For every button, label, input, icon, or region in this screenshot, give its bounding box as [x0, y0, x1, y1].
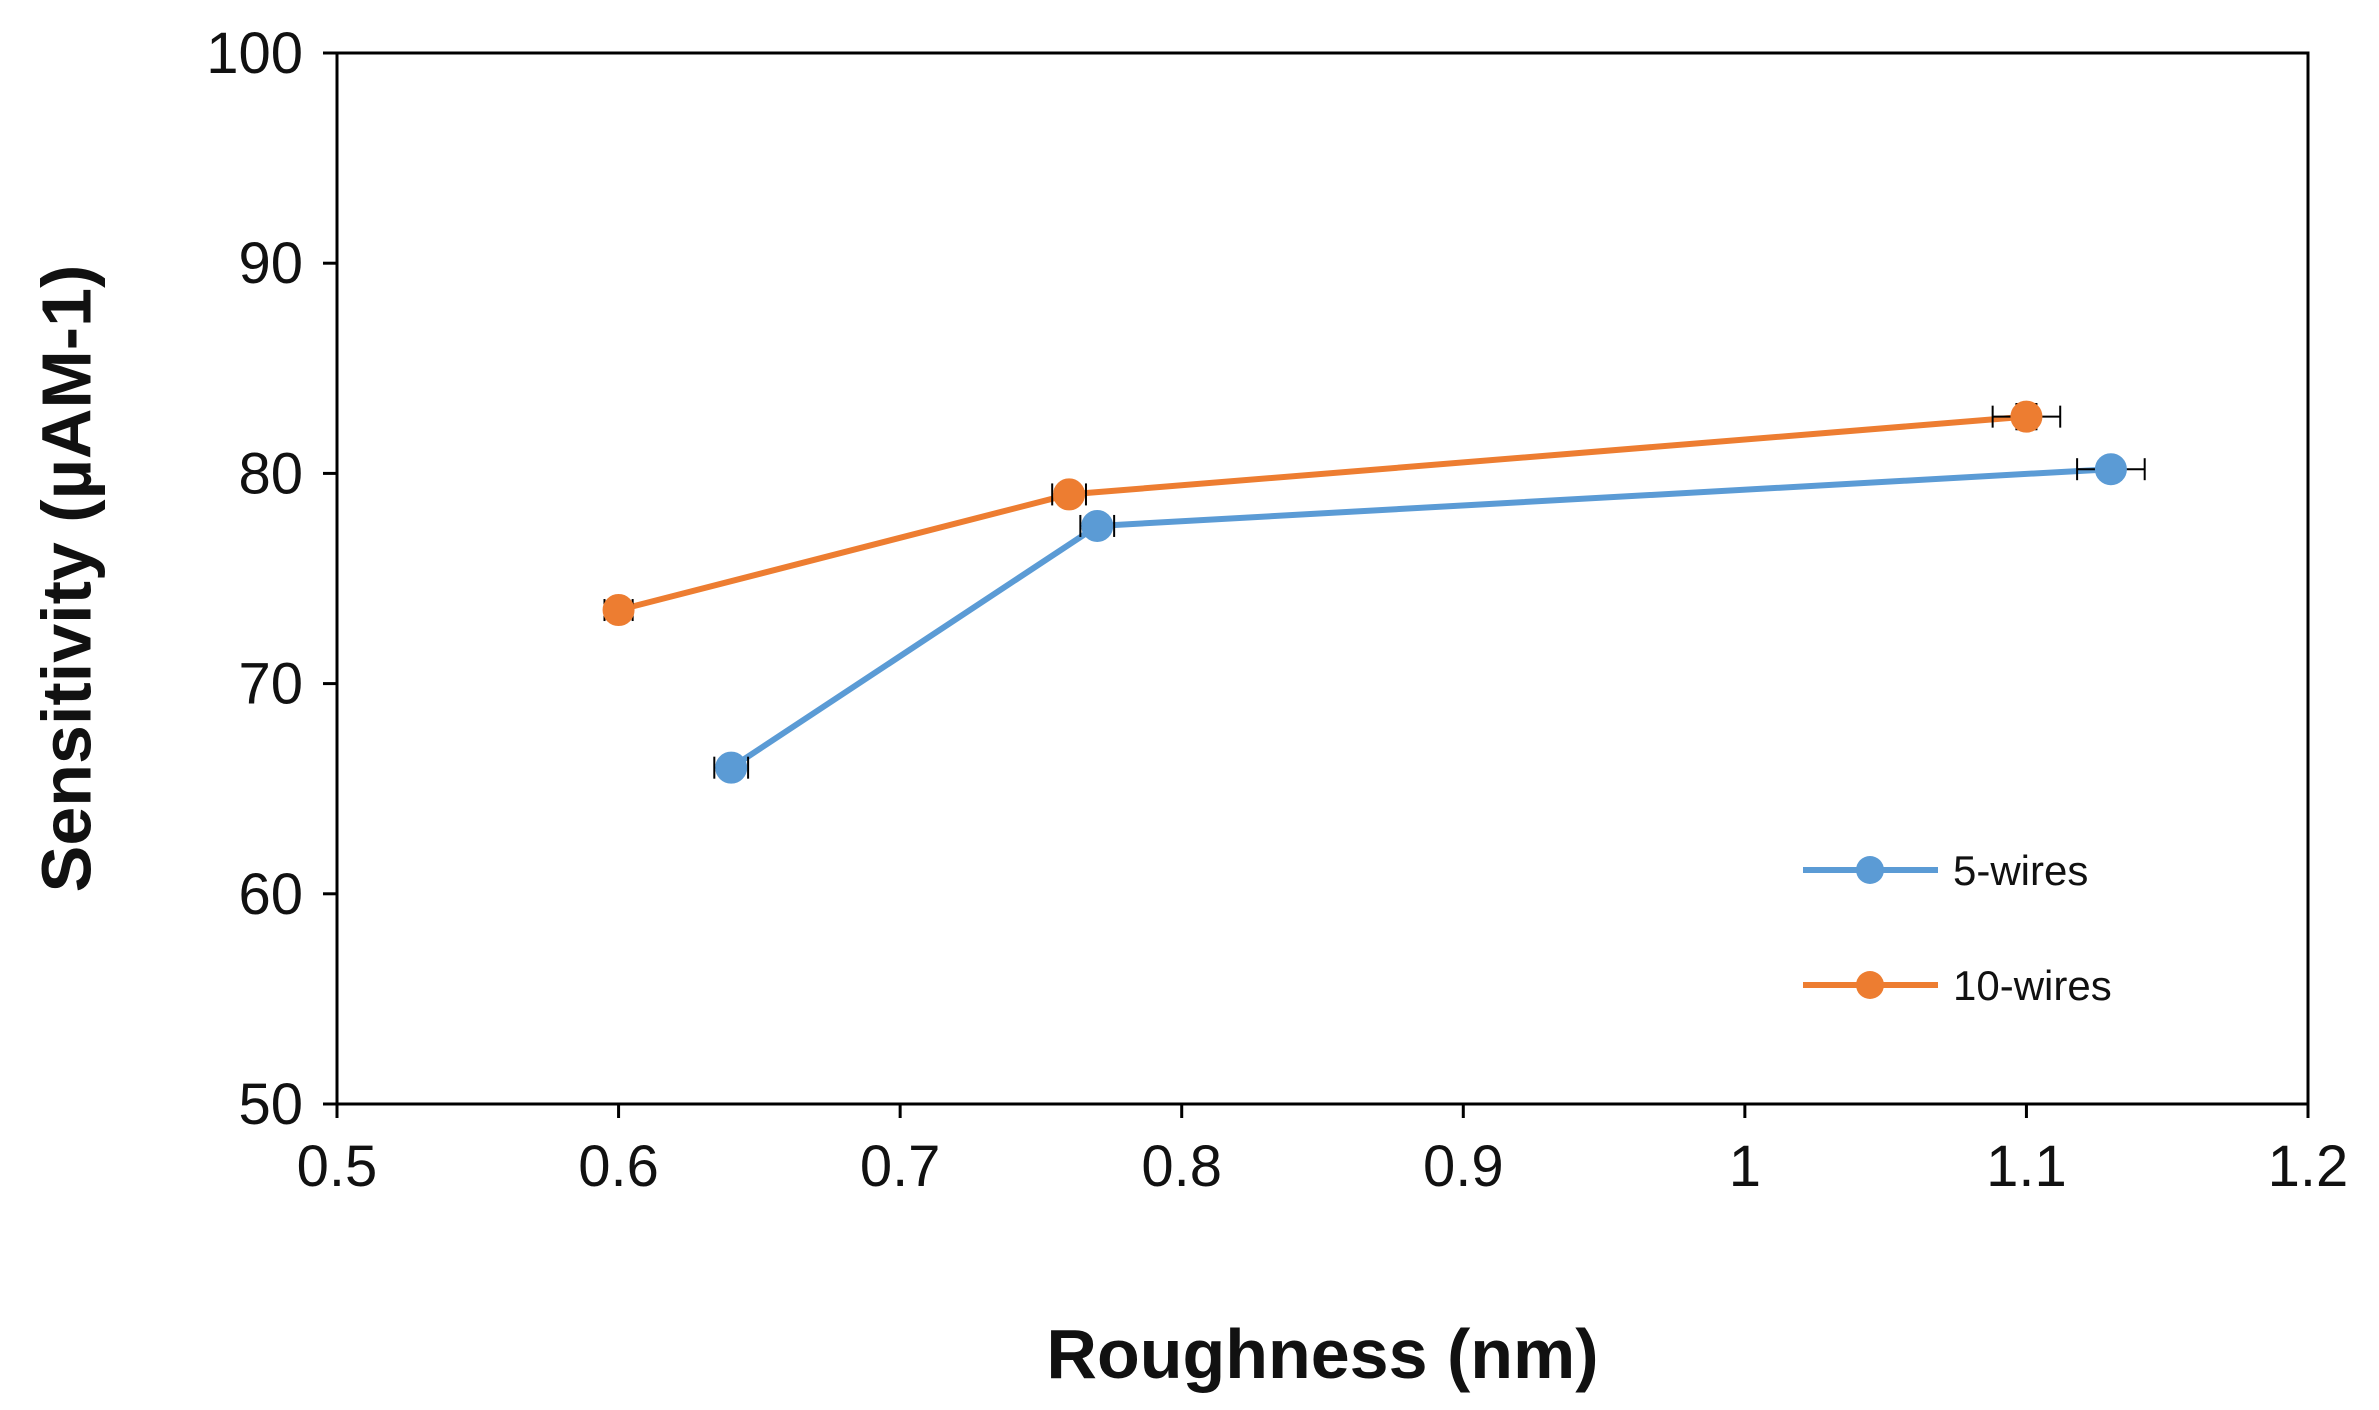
y-tick-label: 80 [238, 441, 303, 506]
series-10-wires [602, 400, 2062, 627]
x-tick-label: 0.8 [1141, 1134, 1222, 1199]
y-tick-label: 100 [206, 21, 303, 86]
x-tick-label: 1.1 [1986, 1134, 2067, 1199]
legend-label: 10-wires [1953, 962, 2112, 1009]
data-point [2010, 400, 2043, 433]
x-tick-label: 0.6 [578, 1134, 659, 1199]
legend-swatch-marker [1856, 971, 1884, 999]
x-tick-label: 0.7 [860, 1134, 941, 1199]
legend-swatch-marker [1856, 856, 1884, 884]
legend-label: 5-wires [1953, 847, 2088, 894]
y-tick-label: 50 [238, 1072, 303, 1137]
data-point [2094, 453, 2127, 486]
legend-item-10-wires: 10-wires [1803, 962, 2112, 1009]
plot-series [602, 400, 2146, 784]
x-tick-label: 0.5 [297, 1134, 378, 1199]
y-tick-label: 90 [238, 231, 303, 296]
axes: 0.5 0.6 0.7 0.8 0.9 1 1.1 1.2 50 60 70 80 90 100 [206, 21, 2348, 1199]
series-5-wires [713, 453, 2146, 784]
plot-area-frame [335, 51, 2310, 1106]
legend: 5-wires 10-wires [1803, 847, 2112, 1009]
x-axis-title: Roughness (nm) [1046, 1315, 1598, 1393]
data-point [715, 751, 748, 784]
y-tick-label: 60 [238, 862, 303, 927]
data-point [1081, 509, 1114, 542]
data-point [1053, 478, 1086, 511]
legend-item-5-wires: 5-wires [1803, 847, 2088, 894]
y-axis-title: Sensitivity (µAM-1) [27, 265, 105, 893]
y-tick-label: 70 [238, 652, 303, 717]
x-tick-label: 1 [1729, 1134, 1761, 1199]
x-tick-label: 1.2 [2268, 1134, 2349, 1199]
x-tick-label: 0.9 [1423, 1134, 1504, 1199]
data-point [602, 594, 635, 627]
